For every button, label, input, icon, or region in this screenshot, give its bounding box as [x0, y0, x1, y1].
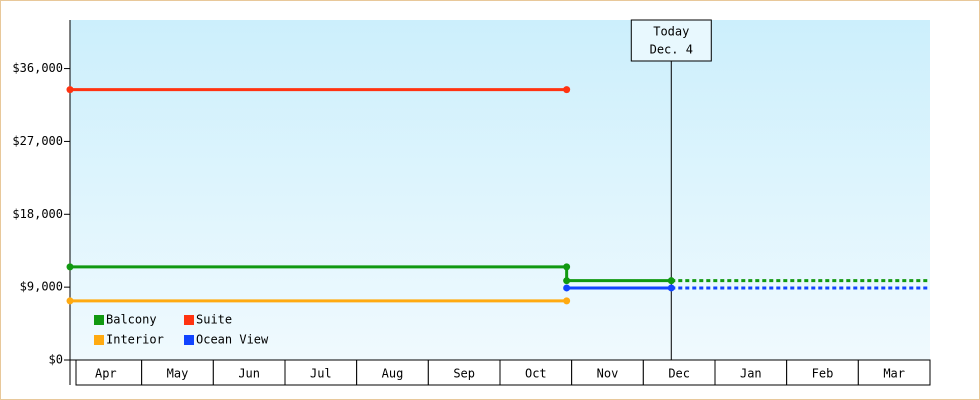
- x-tick-label: Jun: [238, 367, 260, 381]
- month-cell: [857, 359, 931, 386]
- x-tick-label: Jul: [310, 367, 332, 381]
- legend-swatch: [94, 315, 104, 325]
- point: [563, 263, 571, 271]
- legend-swatch: [184, 315, 194, 325]
- month-cell: [284, 359, 358, 386]
- y-tick-label: $0: [49, 353, 63, 367]
- month-cell: [141, 359, 214, 386]
- x-tick-label: Apr: [95, 367, 117, 381]
- legend-label: Ocean View: [196, 333, 269, 347]
- point: [563, 284, 571, 292]
- x-tick-label: Dec: [668, 367, 690, 381]
- point: [667, 284, 675, 292]
- x-tick-label: Mar: [883, 367, 905, 381]
- point: [667, 277, 675, 285]
- month-cell: [571, 359, 644, 386]
- point: [66, 263, 74, 271]
- today-label: Dec. 4: [650, 43, 693, 57]
- y-tick-label: $18,000: [12, 207, 63, 221]
- y-tick-label: $36,000: [12, 61, 63, 75]
- today-label: Today: [653, 25, 689, 39]
- legend-swatch: [94, 335, 104, 345]
- point: [563, 297, 571, 305]
- series-line: [70, 265, 672, 283]
- month-cell: [714, 359, 788, 386]
- y-tick-label: $9,000: [20, 280, 63, 294]
- point: [563, 277, 571, 285]
- month-cell: [212, 359, 286, 386]
- x-tick-label: Jan: [740, 367, 762, 381]
- legend-label: Balcony: [106, 313, 157, 327]
- point: [66, 86, 74, 94]
- x-tick-label: May: [167, 367, 189, 381]
- x-tick-label: Sep: [453, 367, 475, 381]
- point: [66, 297, 74, 305]
- legend-label: Interior: [106, 333, 164, 347]
- plot-area: [70, 20, 930, 360]
- x-tick-label: Feb: [812, 367, 834, 381]
- point: [563, 86, 571, 94]
- x-tick-label: Nov: [597, 367, 619, 381]
- x-tick-label: Aug: [382, 367, 404, 381]
- y-tick-label: $27,000: [12, 134, 63, 148]
- month-cell: [356, 359, 429, 386]
- x-tick-label: Oct: [525, 367, 547, 381]
- legend-swatch: [184, 335, 194, 345]
- month-cell: [75, 359, 143, 386]
- legend-label: Suite: [196, 313, 232, 327]
- today-box: [630, 19, 712, 62]
